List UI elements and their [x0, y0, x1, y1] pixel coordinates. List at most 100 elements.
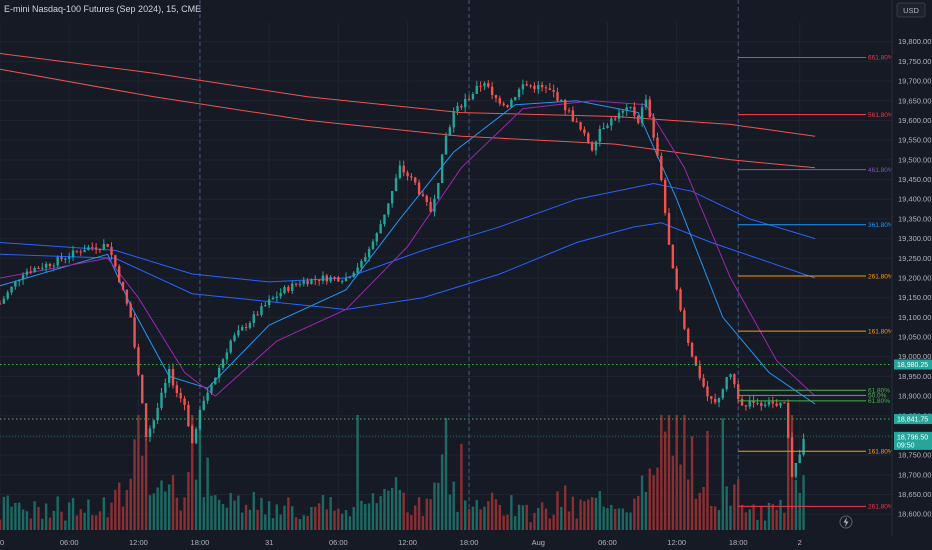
candle-body[interactable]: [252, 314, 255, 323]
candle-body[interactable]: [148, 428, 152, 437]
candle-body[interactable]: [606, 125, 609, 128]
candle-body[interactable]: [41, 267, 44, 269]
candle-body[interactable]: [548, 88, 552, 90]
candle-body[interactable]: [244, 327, 248, 329]
candle-body[interactable]: [25, 271, 29, 275]
candle-body[interactable]: [629, 106, 632, 108]
price-axis-panel[interactable]: [892, 0, 932, 550]
candle-body[interactable]: [390, 190, 394, 204]
candle-body[interactable]: [237, 330, 240, 336]
candle-body[interactable]: [52, 265, 56, 267]
candle-body[interactable]: [291, 283, 294, 291]
candle-body[interactable]: [348, 276, 352, 278]
candle-body[interactable]: [771, 401, 775, 404]
candle-body[interactable]: [68, 256, 71, 259]
candle-body[interactable]: [464, 98, 467, 108]
candle-body[interactable]: [279, 293, 282, 297]
fibonacci-levels[interactable]: 661.80% 561.80% 461.80% 361.80% 261.80% 161.8…: [738, 55, 894, 511]
candle-body[interactable]: [325, 275, 329, 282]
candles[interactable]: [0, 79, 805, 479]
candle-body[interactable]: [590, 143, 594, 151]
candle-body[interactable]: [483, 83, 486, 87]
candle-body[interactable]: [321, 275, 325, 281]
candle-body[interactable]: [221, 359, 225, 368]
candle-body[interactable]: [271, 297, 275, 300]
candle-body[interactable]: [621, 110, 625, 113]
candle-body[interactable]: [102, 244, 106, 250]
candle-body[interactable]: [786, 402, 790, 438]
candle-body[interactable]: [110, 246, 113, 256]
candle-body[interactable]: [33, 268, 36, 272]
candle-body[interactable]: [798, 454, 801, 463]
candle-body[interactable]: [760, 402, 763, 406]
candle-body[interactable]: [748, 400, 751, 407]
candle-body[interactable]: [44, 263, 48, 268]
candle-body[interactable]: [652, 117, 655, 138]
candle-body[interactable]: [444, 135, 448, 155]
candle-body[interactable]: [379, 224, 382, 234]
candle-body[interactable]: [717, 398, 721, 403]
candle-body[interactable]: [544, 87, 548, 89]
candle-body[interactable]: [133, 317, 136, 348]
candle-body[interactable]: [56, 257, 59, 266]
candle-body[interactable]: [633, 106, 636, 116]
candle-body[interactable]: [729, 374, 732, 378]
candle-body[interactable]: [429, 201, 432, 212]
candle-body[interactable]: [460, 105, 463, 108]
candle-body[interactable]: [533, 85, 536, 90]
candle-body[interactable]: [37, 268, 40, 270]
candle-body[interactable]: [198, 409, 202, 429]
candle-body[interactable]: [737, 384, 740, 400]
candle-body[interactable]: [671, 244, 675, 269]
candle-body[interactable]: [48, 263, 52, 267]
candle-body[interactable]: [702, 378, 705, 387]
candle-body[interactable]: [440, 154, 444, 184]
candle-body[interactable]: [433, 198, 436, 212]
candle-body[interactable]: [152, 420, 155, 429]
candle-body[interactable]: [790, 437, 794, 477]
candle-body[interactable]: [683, 310, 686, 329]
candle-body[interactable]: [317, 279, 321, 281]
candle-body[interactable]: [310, 279, 313, 285]
candle-body[interactable]: [756, 402, 759, 404]
candle-body[interactable]: [241, 327, 244, 331]
candle-body[interactable]: [571, 110, 575, 122]
candle-body[interactable]: [417, 182, 421, 195]
candle-body[interactable]: [563, 99, 567, 111]
time-axis[interactable]: 30 06:00 12:00 18:00 31 06:00 12:00 18:00 Aug 06:…: [0, 538, 802, 547]
candle-body[interactable]: [706, 386, 709, 397]
candle-body[interactable]: [260, 306, 263, 315]
candle-body[interactable]: [794, 462, 798, 477]
candle-body[interactable]: [398, 165, 402, 179]
candle-body[interactable]: [644, 99, 648, 108]
candle-body[interactable]: [594, 141, 598, 151]
candle-body[interactable]: [567, 110, 571, 112]
candle-body[interactable]: [487, 83, 490, 87]
candle-body[interactable]: [141, 374, 144, 404]
candle-body[interactable]: [490, 86, 494, 96]
candle-body[interactable]: [344, 277, 348, 282]
candle-body[interactable]: [144, 403, 148, 437]
candle-body[interactable]: [206, 392, 209, 401]
candle-body[interactable]: [183, 398, 186, 405]
candle-body[interactable]: [694, 356, 698, 366]
candle-body[interactable]: [91, 247, 94, 249]
candle-body[interactable]: [421, 194, 425, 196]
candle-body[interactable]: [294, 283, 298, 285]
candle-body[interactable]: [740, 399, 744, 406]
candle-body[interactable]: [763, 404, 767, 406]
candle-body[interactable]: [802, 438, 805, 455]
candle-body[interactable]: [637, 115, 640, 123]
candle-body[interactable]: [18, 279, 21, 282]
candle-body[interactable]: [125, 289, 129, 304]
candle-body[interactable]: [556, 91, 559, 101]
candle-body[interactable]: [448, 127, 452, 136]
candle-body[interactable]: [94, 247, 98, 250]
candle-body[interactable]: [329, 277, 332, 282]
candle-body[interactable]: [306, 280, 309, 285]
candle-body[interactable]: [456, 105, 459, 112]
candle-body[interactable]: [302, 280, 305, 284]
candle-body[interactable]: [191, 426, 194, 444]
candle-body[interactable]: [233, 335, 236, 341]
